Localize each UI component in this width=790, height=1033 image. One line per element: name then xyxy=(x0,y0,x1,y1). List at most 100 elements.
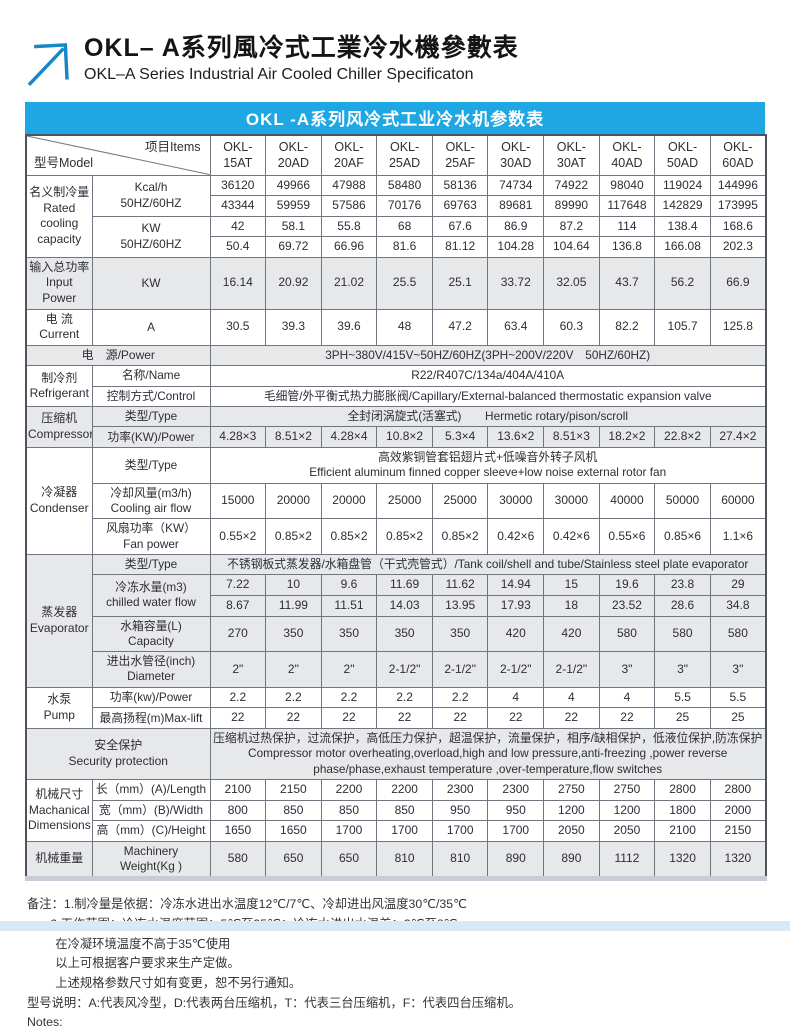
bottom-accent-strip xyxy=(0,921,790,931)
table-caption-bar: OKL -A系列风冷式工业冷水机参数表 xyxy=(25,102,765,134)
value-cell: 2000 xyxy=(709,799,767,822)
value-cell: 58136 xyxy=(431,174,489,197)
value-cell: 56.2 xyxy=(654,256,711,310)
value-cell: 173995 xyxy=(709,195,767,217)
value-cell: 40000 xyxy=(598,482,656,520)
value-cell: 850 xyxy=(265,799,322,822)
row-group-label-cell: 压缩机 Compressor xyxy=(25,406,93,449)
value-cell: 2-1/2" xyxy=(376,651,433,688)
row-group-label-cell: 冷凝器 Condenser xyxy=(25,447,93,555)
value-cell: 2.2 xyxy=(265,686,322,709)
value-cell: 890 xyxy=(543,840,600,880)
value-cell: 55.8 xyxy=(320,215,378,238)
value-cell: 0.85×2 xyxy=(320,518,378,555)
value-cell: 114 xyxy=(598,215,656,238)
value-cell: 2300 xyxy=(487,778,545,801)
value-cell: 47.2 xyxy=(431,308,489,346)
notes-block: 备注：1.制冷量是依据：冷冻水进出水温度12℃/7℃、冷却进出风温度30℃/35… xyxy=(27,895,765,1033)
model-header-cell: OKL- 20AD xyxy=(265,134,322,176)
value-cell: 43344 xyxy=(209,195,267,217)
row-group-label-cell: 水泵 Pump xyxy=(25,686,93,730)
value-cell: 1200 xyxy=(598,799,656,822)
value-cell: 49966 xyxy=(265,174,322,197)
value-cell: 39.3 xyxy=(265,308,322,346)
value-cell: 8.67 xyxy=(209,594,267,617)
value-cell: 25000 xyxy=(431,482,489,520)
merged-value-cell: R22/R407C/134a/404A/410A xyxy=(209,365,767,387)
item-label-cell: 高（mm）(C)/Height xyxy=(91,820,211,842)
value-cell: 15 xyxy=(543,574,600,596)
value-cell: 2150 xyxy=(265,778,322,801)
item-label-cell: 功率(kw)/Power xyxy=(91,686,211,709)
value-cell: 66.96 xyxy=(320,236,378,258)
value-cell: 86.9 xyxy=(487,215,545,238)
value-cell: 11.51 xyxy=(320,594,378,617)
merged-value-cell: 3PH~380V/415V~50HZ/60HZ(3PH~200V/220V 50… xyxy=(209,344,767,367)
value-cell: 1112 xyxy=(598,840,656,880)
value-cell: 1700 xyxy=(376,820,433,842)
value-cell: 81.6 xyxy=(376,236,433,258)
note-line-notes-label: Notes: xyxy=(27,1015,63,1030)
value-cell: 4.28×3 xyxy=(209,426,267,449)
value-cell: 2-1/2" xyxy=(543,651,600,688)
value-cell: 25000 xyxy=(376,482,433,520)
value-cell: 39.6 xyxy=(320,308,378,346)
value-cell: 1320 xyxy=(654,840,711,880)
value-cell: 50000 xyxy=(654,482,711,520)
value-cell: 11.69 xyxy=(376,574,433,596)
value-cell: 580 xyxy=(598,615,656,653)
value-cell: 21.02 xyxy=(320,256,378,310)
value-cell: 810 xyxy=(431,840,489,880)
value-cell: 350 xyxy=(265,615,322,653)
row-group-label-cell: 蒸发器 Evaporator xyxy=(25,553,93,688)
item-label-cell: Machinery Weight(Kg ) xyxy=(91,840,211,880)
note-line: 在冷凝环境温度不高于35℃使用 xyxy=(55,936,231,951)
value-cell: 1320 xyxy=(709,840,767,880)
value-cell: 60000 xyxy=(709,482,767,520)
model-header-cell: OKL- 20AF xyxy=(320,134,378,176)
value-cell: 20000 xyxy=(320,482,378,520)
arrow-up-right-icon xyxy=(22,38,74,90)
value-cell: 350 xyxy=(320,615,378,653)
value-cell: 87.2 xyxy=(543,215,600,238)
value-cell: 13.95 xyxy=(431,594,489,617)
model-header-cell: OKL- 25AF xyxy=(431,134,489,176)
value-cell: 23.52 xyxy=(598,594,656,617)
value-cell: 60.3 xyxy=(543,308,600,346)
row-group-label-cell: 机械尺寸 Machanical Dimensions xyxy=(25,778,93,842)
value-cell: 3" xyxy=(598,651,656,688)
value-cell: 22 xyxy=(320,707,378,729)
value-cell: 22 xyxy=(487,707,545,729)
value-cell: 14.94 xyxy=(487,574,545,596)
value-cell: 1700 xyxy=(487,820,545,842)
value-cell: 0.55×2 xyxy=(209,518,267,555)
value-cell: 25.1 xyxy=(431,256,489,310)
value-cell: 2050 xyxy=(543,820,600,842)
value-cell: 950 xyxy=(431,799,489,822)
value-cell: 420 xyxy=(487,615,545,653)
value-cell: 70176 xyxy=(376,195,433,217)
model-header-cell: OKL- 30AD xyxy=(487,134,545,176)
note-line: 备注：1.制冷量是依据：冷冻水进出水温度12℃/7℃、冷却进出风温度30℃/35… xyxy=(27,897,467,912)
value-cell: 2" xyxy=(265,651,322,688)
value-cell: 2.2 xyxy=(320,686,378,709)
value-cell: 3" xyxy=(709,651,767,688)
item-label-cell: 类型/Type xyxy=(91,447,211,484)
value-cell: 144996 xyxy=(709,174,767,197)
value-cell: 74922 xyxy=(543,174,600,197)
value-cell: 0.85×2 xyxy=(376,518,433,555)
value-cell: 580 xyxy=(209,840,267,880)
value-cell: 22 xyxy=(376,707,433,729)
value-cell: 57586 xyxy=(320,195,378,217)
value-cell: 0.85×2 xyxy=(431,518,489,555)
value-cell: 43.7 xyxy=(598,256,656,310)
item-label-cell: 类型/Type xyxy=(91,553,211,576)
row-group-label-cell: 机械重量 xyxy=(25,840,93,880)
value-cell: 25 xyxy=(654,707,711,729)
value-cell: 1700 xyxy=(431,820,489,842)
value-cell: 117648 xyxy=(598,195,656,217)
spec-table: 型号Model 项目Items OKL- 15AT OKL- 20AD OKL- 20AF OK… xyxy=(25,134,767,882)
value-cell: 2050 xyxy=(598,820,656,842)
value-cell: 81.12 xyxy=(431,236,489,258)
value-cell: 89990 xyxy=(543,195,600,217)
